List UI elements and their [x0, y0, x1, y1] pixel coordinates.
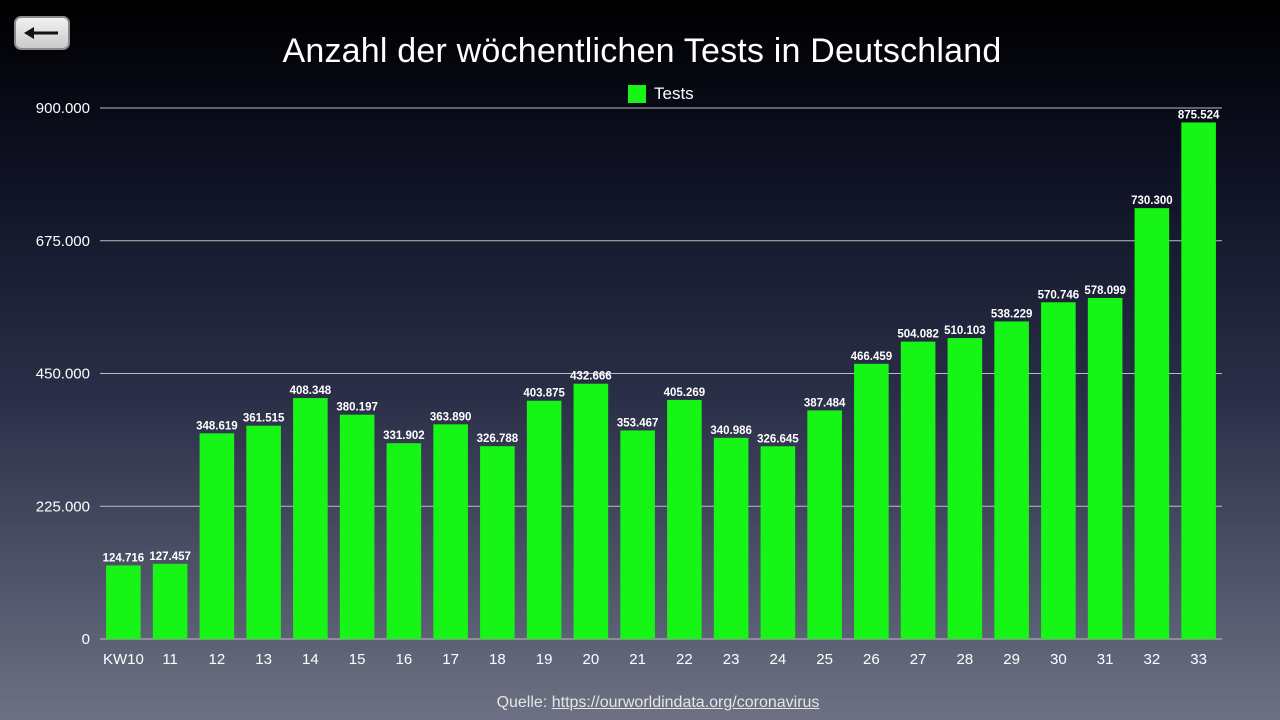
y-tick-label: 225.000 [36, 498, 90, 515]
bar [386, 443, 422, 639]
x-tick-label: 14 [302, 651, 319, 668]
data-label: 504.082 [897, 329, 939, 341]
bar [1087, 297, 1123, 639]
x-tick-label: 26 [863, 651, 880, 668]
source-line: Quelle: https://ourworldindata.org/coron… [0, 694, 1280, 712]
y-tick-label: 450.000 [36, 366, 90, 383]
bar [994, 321, 1029, 639]
bar [1181, 122, 1216, 639]
legend-swatch [628, 85, 646, 103]
data-label: 510.103 [944, 325, 986, 337]
x-tick-label: 23 [723, 651, 740, 668]
data-label: 875.524 [1178, 109, 1220, 121]
data-label: 405.269 [664, 387, 706, 399]
x-tick-label: 22 [676, 651, 693, 668]
chart-title: Anzahl der wöchentlichen Tests in Deutsc… [282, 32, 1002, 70]
bar [152, 563, 188, 639]
bar [854, 363, 889, 639]
bar [713, 437, 749, 639]
x-tick-label: 33 [1190, 651, 1207, 668]
data-label: 432.666 [570, 371, 612, 383]
bar [807, 410, 842, 639]
data-label: 331.902 [383, 430, 425, 442]
legend-label: Tests [654, 84, 694, 103]
data-label: 380.197 [336, 402, 378, 414]
data-label: 403.875 [523, 388, 565, 400]
data-label: 408.348 [290, 385, 332, 397]
data-label: 387.484 [804, 397, 846, 409]
x-tick-label: 31 [1097, 651, 1114, 668]
x-tick-label: 27 [910, 651, 927, 668]
data-label: 466.459 [851, 351, 893, 363]
data-label: 326.788 [477, 433, 519, 445]
bar [1041, 302, 1076, 639]
data-label: 361.515 [243, 413, 285, 425]
data-label: 578.099 [1084, 285, 1126, 297]
bar [900, 341, 936, 639]
data-label: 538.229 [991, 308, 1033, 320]
x-tick-label: 17 [442, 651, 459, 668]
x-tick-label: 29 [1003, 651, 1020, 668]
x-tick-label: 12 [209, 651, 226, 668]
bar [947, 338, 983, 639]
bar [620, 430, 655, 639]
bar [199, 433, 235, 639]
data-label: 570.746 [1038, 289, 1080, 301]
x-tick-label: 25 [816, 651, 833, 668]
data-label: 340.986 [710, 425, 752, 437]
data-label: 363.890 [430, 411, 472, 423]
x-tick-label: KW10 [103, 651, 144, 668]
bar [526, 400, 562, 639]
y-tick-label: 0 [82, 631, 90, 648]
legend: Tests [628, 84, 694, 104]
bar [573, 383, 609, 639]
x-tick-label: 13 [255, 651, 272, 668]
x-tick-label: 18 [489, 651, 506, 668]
x-tick-label: 20 [583, 651, 600, 668]
arrow-left-icon [24, 27, 58, 39]
x-tick-label: 32 [1144, 651, 1161, 668]
data-label: 353.467 [617, 417, 659, 429]
bar [106, 565, 141, 639]
back-button[interactable] [14, 16, 70, 50]
bar [667, 399, 702, 639]
source-link[interactable]: https://ourworldindata.org/coronavirus [551, 694, 820, 711]
bar [480, 446, 515, 639]
bar [339, 414, 375, 639]
source-prefix: Quelle: [496, 694, 548, 711]
x-tick-label: 15 [349, 651, 366, 668]
data-label: 730.300 [1131, 195, 1173, 207]
bar [433, 424, 468, 639]
bar [293, 398, 328, 639]
data-label: 124.716 [103, 552, 145, 564]
x-tick-label: 19 [536, 651, 553, 668]
x-tick-label: 24 [770, 651, 787, 668]
y-tick-label: 675.000 [36, 233, 90, 250]
x-tick-label: 16 [396, 651, 413, 668]
x-tick-label: 30 [1050, 651, 1067, 668]
x-tick-label: 11 [162, 651, 178, 668]
bar [760, 446, 796, 639]
bar [1134, 208, 1170, 640]
x-tick-label: 21 [629, 651, 646, 668]
data-label: 348.619 [196, 420, 238, 432]
data-label: 326.645 [757, 433, 799, 445]
x-tick-label: 28 [957, 651, 974, 668]
y-tick-label: 900.000 [36, 100, 90, 117]
bar [246, 425, 281, 639]
data-label: 127.457 [149, 551, 191, 563]
